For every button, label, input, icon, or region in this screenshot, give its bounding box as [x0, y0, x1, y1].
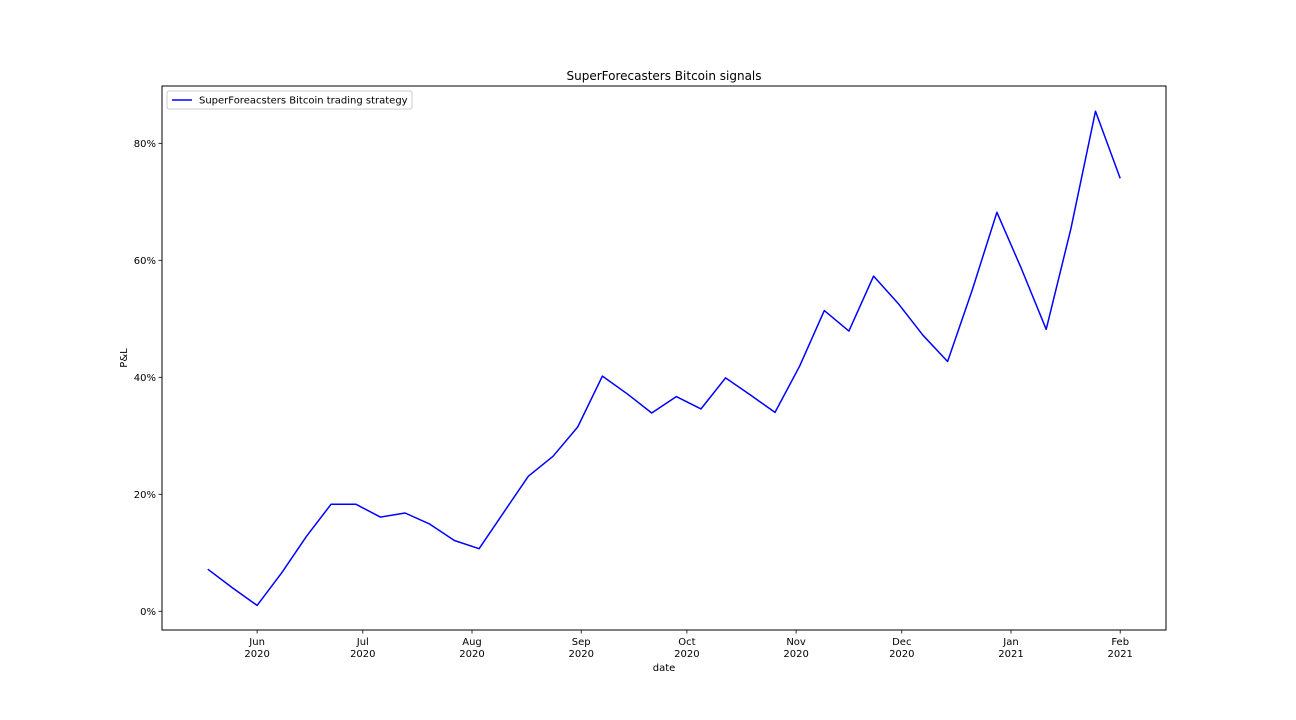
- series-line: [207, 110, 1121, 607]
- plot-area: [161, 85, 1167, 631]
- x-tick-label: Aug 2020: [459, 637, 484, 660]
- series-layer: [207, 110, 1121, 607]
- x-tick-label: Jul 2020: [350, 637, 375, 660]
- legend: SuperForeacsters Bitcoin trading strateg…: [166, 90, 413, 110]
- x-tick-label: Nov 2020: [783, 637, 808, 660]
- chart-title: SuperForecasters Bitcoin signals: [566, 69, 761, 83]
- y-tick-label: 80%: [134, 139, 156, 150]
- x-tick-label: Feb 2021: [1107, 637, 1132, 660]
- y-tick-label: 40%: [134, 373, 156, 384]
- x-axis: Jun 2020 Jul 2020 Aug 2020 Sep 2020 Oct 2020 Nov 20…: [244, 630, 1133, 660]
- y-tick-label: 0%: [140, 607, 156, 618]
- x-tick-label: Oct 2020: [674, 637, 699, 660]
- x-tick-label: Jan 2021: [998, 637, 1023, 660]
- y-axis-label: P&L: [119, 348, 130, 368]
- x-tick-label: Sep 2020: [568, 637, 593, 660]
- y-tick-label: 60%: [134, 256, 156, 267]
- y-tick-label: 20%: [134, 490, 156, 501]
- legend-label: SuperForeacsters Bitcoin trading strateg…: [199, 96, 408, 107]
- x-tick-label: Dec 2020: [889, 637, 914, 660]
- y-axis: 0% 20% 40% 60% 80%: [134, 139, 162, 618]
- x-tick-label: Jun 2020: [244, 637, 269, 660]
- x-axis-label: date: [653, 663, 676, 674]
- legend-box: [166, 90, 413, 110]
